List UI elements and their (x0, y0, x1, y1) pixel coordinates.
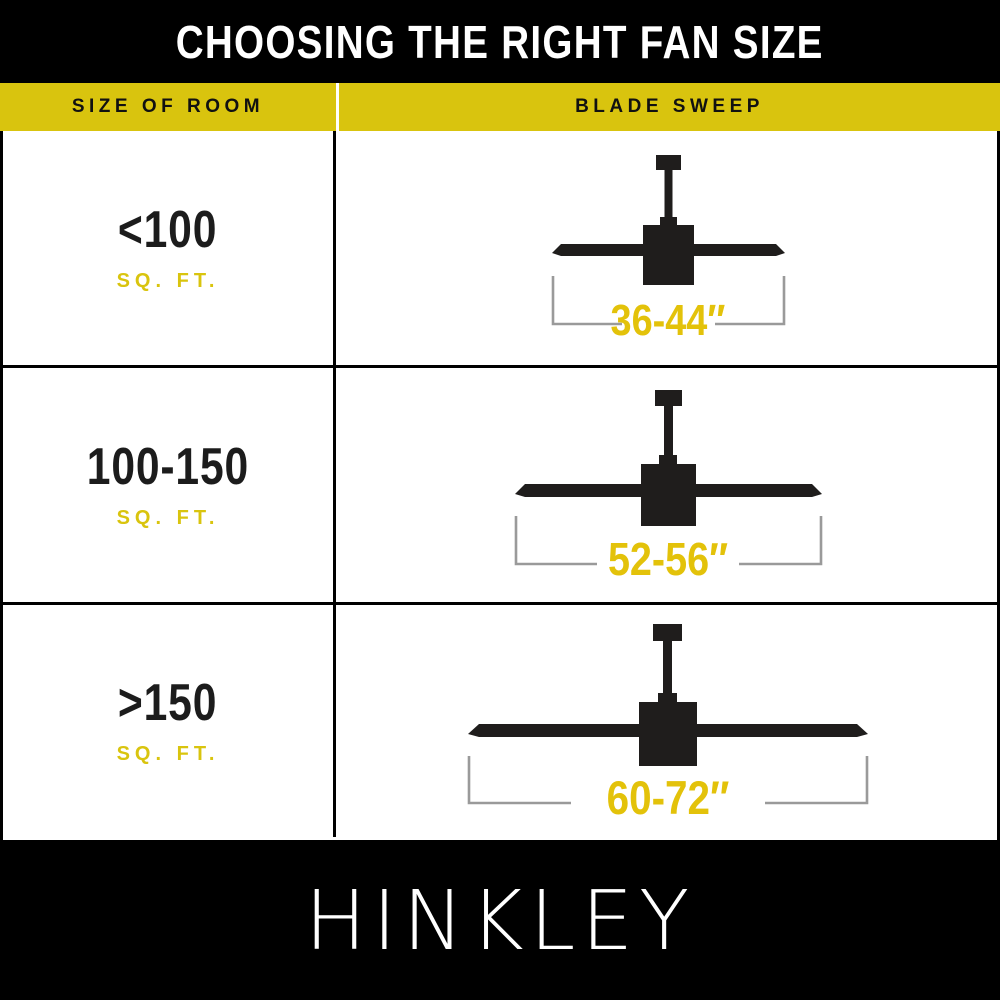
title-band: CHOOSING THE RIGHT FAN SIZE (0, 0, 1000, 83)
table-row: <100 SQ. FT. (3, 131, 997, 365)
table-header-row: SIZE OF ROOM BLADE SWEEP (0, 83, 1000, 131)
room-size-value: <100 (118, 200, 218, 259)
fan-diagram: 60-72″ (336, 605, 997, 837)
ceiling-fan-icon: 52-56″ (514, 390, 822, 586)
ceiling-fan-icon: 36-44″ (551, 155, 785, 345)
table-body: <100 SQ. FT. (0, 131, 1000, 843)
fan-diagram: 36-44″ (336, 131, 997, 365)
room-size-cell: >150 SQ. FT. (3, 605, 336, 837)
footer-band: HINKLEY (0, 843, 1000, 1000)
table-row: >150 SQ. FT. (3, 602, 997, 837)
room-size-value: 100-150 (86, 437, 250, 496)
page-title: CHOOSING THE RIGHT FAN SIZE (175, 15, 825, 68)
column-header-blade-sweep: BLADE SWEEP (336, 83, 1000, 131)
blade-sweep-cell: 36-44″ (336, 131, 997, 365)
room-size-value: >150 (118, 673, 218, 732)
blade-sweep-value: 52-56″ (607, 534, 727, 585)
column-header-label: SIZE OF ROOM (71, 96, 265, 117)
column-header-label: BLADE SWEEP (575, 96, 764, 117)
room-size-unit: SQ. FT. (116, 269, 220, 292)
ceiling-fan-icon: 60-72″ (467, 623, 868, 825)
blade-sweep-value: 60-72″ (606, 772, 729, 825)
brand-logo-hinkley: HINKLEY (304, 873, 696, 969)
fan-diagram: 52-56″ (336, 368, 997, 602)
column-header-size-of-room: SIZE OF ROOM (0, 83, 336, 131)
dimension-bracket-icon (467, 755, 868, 804)
blade-sweep-cell: 52-56″ (336, 368, 997, 602)
room-size-unit: SQ. FT. (116, 506, 220, 529)
room-size-cell: 100-150 SQ. FT. (3, 368, 336, 602)
blade-sweep-value: 36-44″ (610, 295, 725, 344)
dimension-bracket-icon (551, 276, 785, 326)
table-row: 100-150 SQ. FT. (3, 365, 997, 602)
blade-sweep-cell: 60-72″ (336, 605, 997, 837)
room-size-cell: <100 SQ. FT. (3, 131, 336, 365)
room-size-unit: SQ. FT. (116, 742, 220, 765)
dimension-bracket-icon (514, 516, 822, 566)
